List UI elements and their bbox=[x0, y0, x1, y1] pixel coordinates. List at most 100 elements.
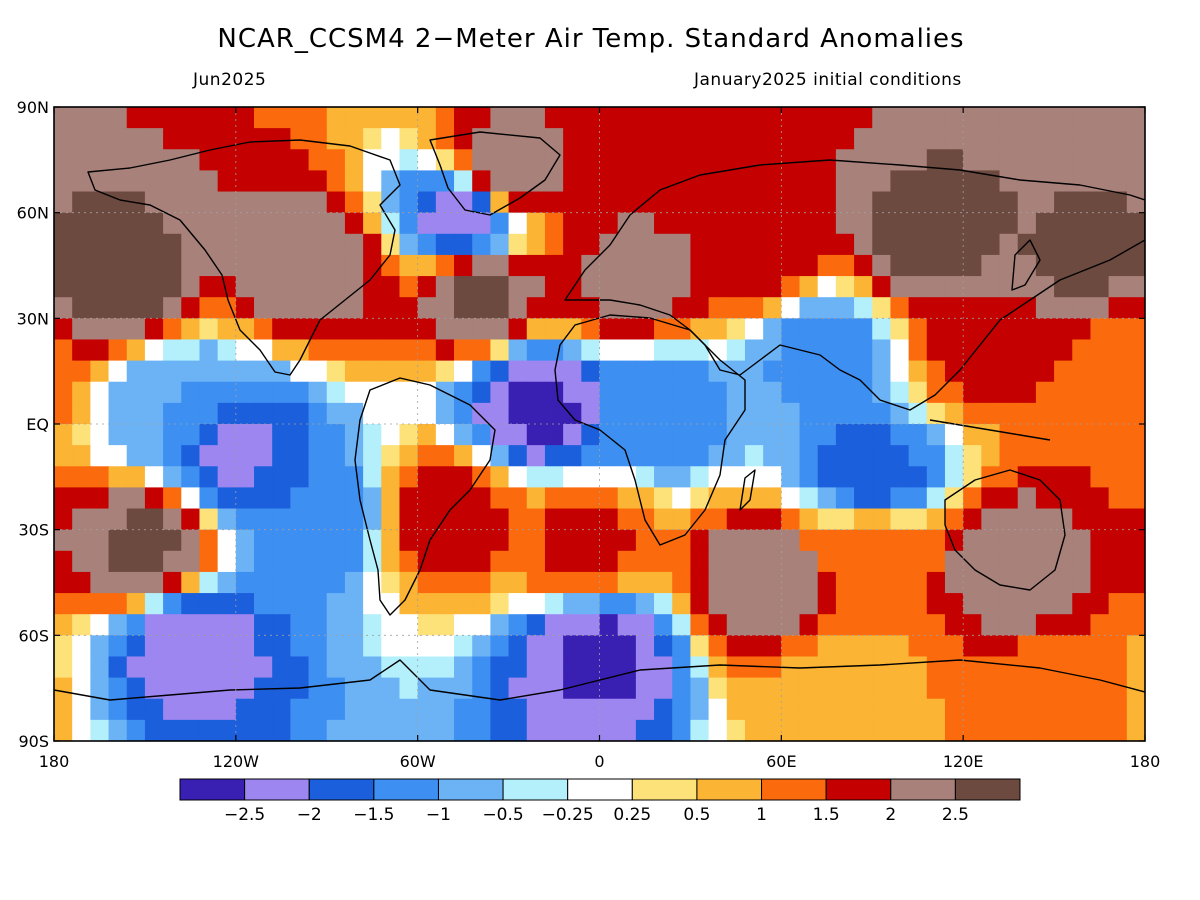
anomaly-cell bbox=[981, 128, 1001, 150]
anomaly-cell bbox=[999, 381, 1019, 404]
anomaly-cell bbox=[363, 719, 382, 741]
anomaly-cell bbox=[599, 677, 619, 700]
anomaly-cell bbox=[308, 656, 328, 679]
anomaly-cell bbox=[890, 191, 910, 214]
anomaly-cell bbox=[163, 656, 182, 679]
anomaly-cell bbox=[1108, 550, 1128, 573]
anomaly-cell bbox=[1126, 212, 1145, 235]
anomaly-cell bbox=[544, 445, 564, 467]
anomaly-cell bbox=[108, 297, 128, 319]
anomaly-cell bbox=[90, 529, 110, 552]
anomaly-cell bbox=[1090, 128, 1110, 150]
anomaly-cell bbox=[835, 149, 855, 171]
anomaly-cell bbox=[72, 466, 91, 488]
anomaly-cell bbox=[744, 529, 764, 552]
anomaly-cell bbox=[181, 107, 201, 129]
anomaly-cell bbox=[235, 212, 255, 235]
anomaly-cell bbox=[944, 550, 964, 573]
anomaly-cell bbox=[90, 128, 110, 150]
anomaly-cell bbox=[363, 191, 382, 214]
anomaly-cell bbox=[108, 677, 128, 700]
anomaly-cell bbox=[890, 170, 910, 193]
anomaly-cell bbox=[290, 656, 310, 679]
anomaly-cell bbox=[344, 381, 364, 404]
anomaly-cell bbox=[1108, 276, 1128, 298]
anomaly-cell bbox=[490, 254, 510, 277]
anomaly-cell bbox=[781, 360, 801, 383]
anomaly-cell bbox=[526, 233, 546, 256]
anomaly-cell bbox=[1035, 656, 1055, 679]
anomaly-cell bbox=[1126, 677, 1145, 700]
anomaly-cell bbox=[1126, 529, 1145, 552]
anomaly-cell bbox=[799, 698, 819, 721]
anomaly-cell bbox=[217, 466, 237, 488]
anomaly-cell bbox=[72, 212, 91, 235]
anomaly-cell bbox=[435, 614, 455, 636]
anomaly-cell bbox=[454, 571, 473, 594]
anomaly-cell bbox=[1054, 656, 1073, 679]
coastlines bbox=[54, 131, 1145, 701]
anomaly-cell bbox=[454, 529, 473, 552]
anomaly-cell bbox=[326, 381, 346, 404]
anomaly-cell bbox=[217, 656, 237, 679]
anomaly-cell bbox=[963, 170, 982, 193]
anomaly-cell bbox=[181, 297, 201, 319]
anomaly-cell bbox=[908, 128, 928, 150]
anomaly-cell bbox=[799, 487, 819, 510]
coastline-indonesia bbox=[929, 419, 1051, 441]
anomaly-cell bbox=[90, 149, 110, 171]
anomaly-cell bbox=[326, 191, 346, 214]
anomaly-cell bbox=[1035, 508, 1055, 531]
anomaly-cell bbox=[417, 297, 437, 319]
anomaly-cell bbox=[217, 191, 237, 214]
anomaly-cell bbox=[1017, 254, 1037, 277]
anomaly-cell bbox=[54, 550, 73, 573]
anomaly-cell bbox=[490, 487, 510, 510]
anomaly-cell bbox=[508, 170, 528, 193]
anomaly-cell bbox=[708, 698, 728, 721]
anomaly-cell bbox=[1017, 593, 1037, 615]
anomaly-cell bbox=[144, 656, 164, 679]
anomaly-cell bbox=[144, 381, 164, 404]
anomaly-cell bbox=[1108, 339, 1128, 362]
anomaly-cell bbox=[981, 297, 1001, 319]
anomaly-cell bbox=[835, 487, 855, 510]
anomaly-cell bbox=[344, 635, 364, 658]
anomaly-cell bbox=[1126, 297, 1145, 319]
anomaly-cell bbox=[726, 191, 746, 214]
anomaly-cell bbox=[672, 445, 692, 467]
anomaly-cell bbox=[872, 719, 892, 741]
anomaly-cell bbox=[72, 170, 91, 193]
anomaly-cell bbox=[835, 107, 855, 129]
initial-conditions-label: January2025 initial conditions bbox=[694, 70, 962, 90]
anomaly-cell bbox=[563, 529, 582, 552]
anomaly-cell bbox=[272, 360, 291, 383]
anomaly-cell bbox=[344, 508, 364, 531]
anomaly-cell bbox=[381, 593, 401, 615]
anomaly-cell bbox=[363, 107, 382, 129]
anomaly-cell bbox=[235, 276, 255, 298]
anomaly-cell bbox=[181, 719, 201, 741]
anomaly-cell bbox=[308, 381, 328, 404]
anomaly-cell bbox=[672, 128, 692, 150]
anomaly-cell bbox=[854, 487, 873, 510]
anomaly-cell bbox=[1035, 677, 1055, 700]
anomaly-cell bbox=[708, 593, 728, 615]
anomaly-cell bbox=[581, 107, 601, 129]
anomaly-cell bbox=[1108, 656, 1128, 679]
anomaly-cell bbox=[126, 170, 146, 193]
anomaly-cell bbox=[799, 191, 819, 214]
anomaly-cell bbox=[890, 593, 910, 615]
anomaly-cell bbox=[90, 698, 110, 721]
anomaly-cell bbox=[744, 698, 764, 721]
anomaly-cell bbox=[417, 656, 437, 679]
lon-tick-label: 120E bbox=[943, 752, 984, 771]
anomaly-cell bbox=[581, 635, 601, 658]
anomaly-cell bbox=[944, 487, 964, 510]
anomaly-cell bbox=[599, 107, 619, 129]
anomaly-cell bbox=[654, 212, 673, 235]
anomaly-cell bbox=[472, 254, 491, 277]
anomaly-cell bbox=[435, 276, 455, 298]
anomaly-cell bbox=[235, 297, 255, 319]
anomaly-cell bbox=[981, 212, 1001, 235]
